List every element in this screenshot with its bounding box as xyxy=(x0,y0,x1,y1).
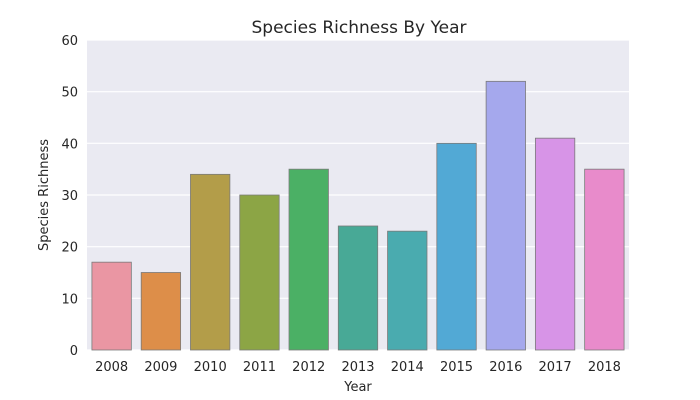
x-tick-label: 2013 xyxy=(341,360,374,375)
x-tick-label: 2012 xyxy=(292,360,325,375)
x-tick-label: 2011 xyxy=(243,360,276,375)
bars xyxy=(91,80,625,351)
x-tick-label: 2015 xyxy=(440,360,473,375)
bar-2008 xyxy=(91,261,132,351)
bar-2016 xyxy=(485,80,526,351)
y-axis-ticks: 0 10 20 30 40 50 60 xyxy=(61,34,78,359)
y-tick-label: 40 xyxy=(61,137,78,152)
y-tick-label: 20 xyxy=(61,241,78,256)
x-axis-label: Year xyxy=(343,380,372,395)
bar-2014 xyxy=(387,230,428,351)
y-tick-label: 60 xyxy=(61,34,78,49)
bar-2015 xyxy=(436,142,477,351)
x-tick-label: 2017 xyxy=(539,360,572,375)
bar-2011 xyxy=(239,194,280,351)
x-tick-label: 2010 xyxy=(194,360,227,375)
bar-2017 xyxy=(534,137,576,351)
x-tick-label: 2016 xyxy=(489,360,522,375)
y-tick-label: 30 xyxy=(61,189,78,204)
y-tick-label: 10 xyxy=(61,292,78,307)
chart-title: Species Richness By Year xyxy=(252,18,467,38)
x-axis-ticks: 2008 2009 2010 2011 2012 2013 2014 2015 2016 2017… xyxy=(95,360,621,375)
x-tick-label: 2008 xyxy=(95,360,128,375)
bar-2013 xyxy=(337,225,379,351)
y-tick-label: 0 xyxy=(70,344,78,359)
bar-2010 xyxy=(190,173,231,351)
bar-2009 xyxy=(140,272,182,351)
y-tick-label: 50 xyxy=(61,86,78,101)
x-tick-label: 2009 xyxy=(144,360,177,375)
y-axis-label: Species Richness xyxy=(37,139,52,251)
bar-2018 xyxy=(584,168,625,351)
x-tick-label: 2014 xyxy=(391,360,424,375)
x-tick-label: 2018 xyxy=(588,360,621,375)
bar-2012 xyxy=(288,168,329,351)
